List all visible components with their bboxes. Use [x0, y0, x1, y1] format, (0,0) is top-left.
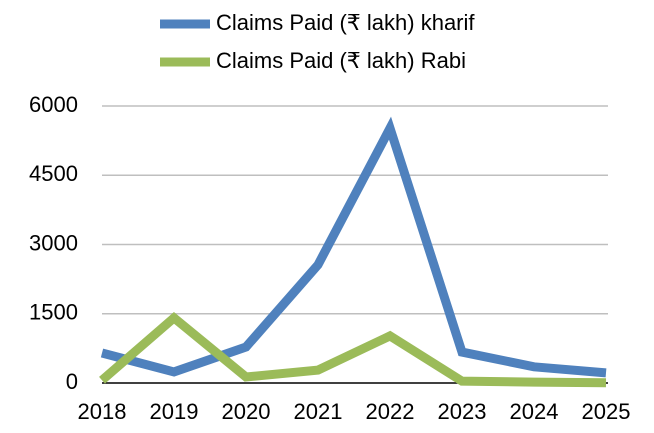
- x-tick-label: 2020: [222, 399, 271, 424]
- y-tick-label: 3000: [29, 230, 78, 255]
- y-tick-label: 6000: [29, 92, 78, 117]
- legend-label: Claims Paid (₹ lakh) kharif: [216, 10, 475, 35]
- x-tick-label: 2021: [294, 399, 343, 424]
- series-line: [100, 116, 607, 378]
- x-tick-label: 2019: [150, 399, 199, 424]
- legend-label: Claims Paid (₹ lakh) Rabi: [216, 48, 466, 73]
- x-tick-label: 2023: [438, 399, 487, 424]
- y-tick-label: 0: [66, 369, 78, 394]
- y-tick-label: 1500: [29, 300, 78, 325]
- x-tick-label: 2025: [582, 399, 631, 424]
- x-tick-label: 2024: [510, 399, 559, 424]
- series-line: [99, 312, 607, 388]
- y-tick-label: 4500: [29, 161, 78, 186]
- x-tick-label: 2022: [366, 399, 415, 424]
- x-tick-label: 2018: [78, 399, 127, 424]
